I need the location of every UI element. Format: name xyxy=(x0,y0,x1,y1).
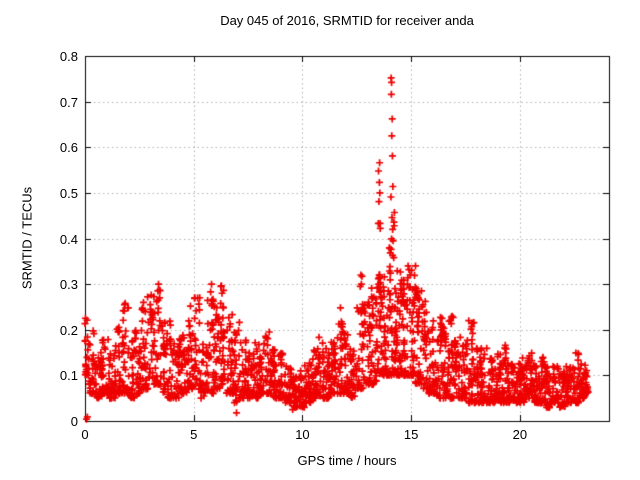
y-tick-label: 0.6 xyxy=(59,140,78,156)
y-tick-label: 0.1 xyxy=(59,368,78,384)
x-tick-label: 5 xyxy=(190,427,198,442)
y-tick-label: 0.2 xyxy=(59,322,78,338)
x-axis-title: GPS time / hours xyxy=(297,453,397,468)
y-tick-label: 0 xyxy=(70,414,78,429)
x-tick-label: 20 xyxy=(512,427,528,442)
x-tick-label: 15 xyxy=(403,427,419,442)
x-tick-label: 10 xyxy=(295,427,310,442)
y-tick-label: 0.7 xyxy=(59,94,78,110)
x-tick-label: 0 xyxy=(81,427,89,442)
chart-title: Day 045 of 2016, SRMTID for receiver and… xyxy=(220,13,474,28)
y-tick-label: 0.4 xyxy=(59,231,78,247)
y-tick-label: 0.8 xyxy=(59,49,78,64)
plot-area xyxy=(85,56,609,421)
y-tick-label: 0.5 xyxy=(59,185,78,201)
y-tick-label: 0.3 xyxy=(59,277,78,293)
